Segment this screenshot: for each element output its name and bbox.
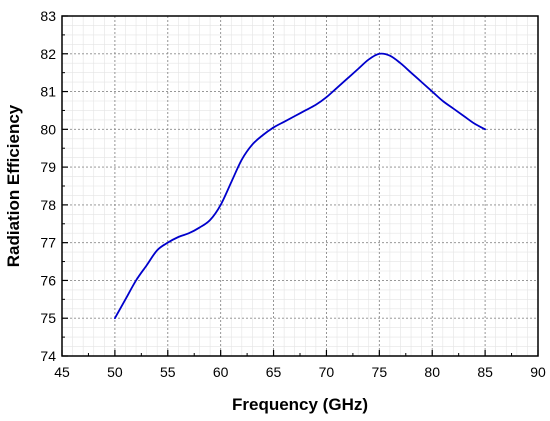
y-tick-label: 81 xyxy=(40,84,56,100)
y-tick-label: 80 xyxy=(40,121,56,137)
x-tick-label: 80 xyxy=(424,364,440,380)
series-line xyxy=(113,52,487,320)
y-tick-label: 74 xyxy=(40,348,56,364)
tick-label-layer: 45 50 55 60 65 70 75 80 85 90 74 75 76 77 78 79 80 81 82 83 xyxy=(40,8,546,380)
y-axis-title: Radiation Efficiency xyxy=(4,104,23,267)
x-tick-label: 60 xyxy=(213,364,229,380)
x-tick-label: 90 xyxy=(530,364,546,380)
y-tick-label: 77 xyxy=(40,235,56,251)
y-tick-label: 75 xyxy=(40,310,56,326)
grid-layer xyxy=(61,15,539,357)
x-tick-label: 70 xyxy=(319,364,335,380)
y-tick-label: 79 xyxy=(40,159,56,175)
x-tick-label: 85 xyxy=(477,364,493,380)
y-tick-label: 78 xyxy=(40,197,56,213)
tick-layer xyxy=(61,15,539,357)
x-axis-title: Frequency (GHz) xyxy=(232,395,368,414)
y-tick-label: 83 xyxy=(40,8,56,24)
y-tick-label: 82 xyxy=(40,46,56,62)
x-tick-label: 45 xyxy=(54,364,70,380)
x-tick-label: 75 xyxy=(372,364,388,380)
x-tick-label: 65 xyxy=(266,364,282,380)
x-tick-label: 55 xyxy=(160,364,176,380)
x-tick-label: 50 xyxy=(107,364,123,380)
series-layer xyxy=(113,52,487,320)
y-tick-label: 76 xyxy=(40,272,56,288)
